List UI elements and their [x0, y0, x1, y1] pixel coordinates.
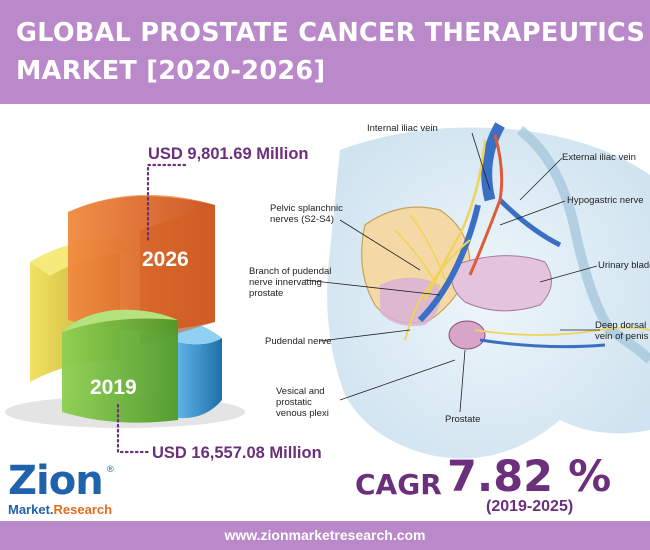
leader-line-2026 — [146, 163, 187, 242]
anatomy-illustration — [304, 122, 650, 459]
label-urinary-bladder: Urinary bladd — [598, 260, 650, 271]
bar-2026 — [68, 195, 215, 345]
zion-logo: Zion ® Market.Research — [6, 458, 136, 520]
title-line-2: MARKET [2020-2026] — [16, 56, 326, 86]
logo-sub-right: Research — [53, 502, 113, 517]
label-external-iliac-vein: External iliac vein — [562, 152, 636, 163]
label-vesical-1: Vesical and — [276, 386, 325, 397]
logo-subtitle: Market.Research — [8, 502, 112, 517]
label-hypogastric-nerve: Hypogastric nerve — [567, 195, 644, 206]
logo-brand: Zion — [8, 458, 104, 504]
value-callout-2026: USD 9,801.69 Million — [148, 145, 309, 163]
bar-2019 — [62, 309, 178, 423]
label-pudendal-branch-1: Branch of pudendal — [249, 266, 332, 277]
footer-url[interactable]: www.zionmarketresearch.com — [224, 527, 426, 543]
header-banner: GLOBAL PROSTATE CANCER THERAPEUTICS MARK… — [0, 0, 650, 104]
title-line-1: GLOBAL PROSTATE CANCER THERAPEUTICS — [16, 18, 646, 48]
label-prostate: Prostate — [445, 414, 481, 425]
cagr-period: (2019-2025) — [486, 498, 574, 515]
label-pudendal-branch-3: prostate — [249, 288, 284, 299]
logo-sub-left: Market. — [8, 502, 54, 517]
value-callout-2019: USD 16,557.08 Million — [152, 444, 322, 462]
label-pelvic-splanchnic-2: nerves (S2-S4) — [270, 214, 334, 225]
bar-label-2026: 2026 — [142, 248, 189, 271]
logo-registered-mark: ® — [107, 464, 114, 474]
label-vesical-3: venous plexi — [276, 408, 329, 419]
label-pudendal-branch-2: nerve innervating — [249, 277, 322, 288]
cagr-label: CAGR — [355, 468, 442, 501]
bar-label-2019: 2019 — [90, 376, 137, 399]
label-vesical-2: prostatic — [276, 397, 312, 408]
label-pudendal-nerve: Pudendal nerve — [265, 336, 332, 347]
leader-line-2019 — [116, 403, 150, 454]
footer-banner: www.zionmarketresearch.com — [0, 521, 650, 550]
label-deep-dorsal-1: Deep dorsal — [595, 320, 647, 331]
label-pelvic-splanchnic-1: Pelvic splanchnic — [270, 203, 343, 214]
label-internal-iliac-vein: Internal iliac vein — [367, 123, 438, 134]
cagr-value: 7.82 % — [447, 452, 612, 502]
label-deep-dorsal-2: vein of penis — [595, 331, 649, 342]
